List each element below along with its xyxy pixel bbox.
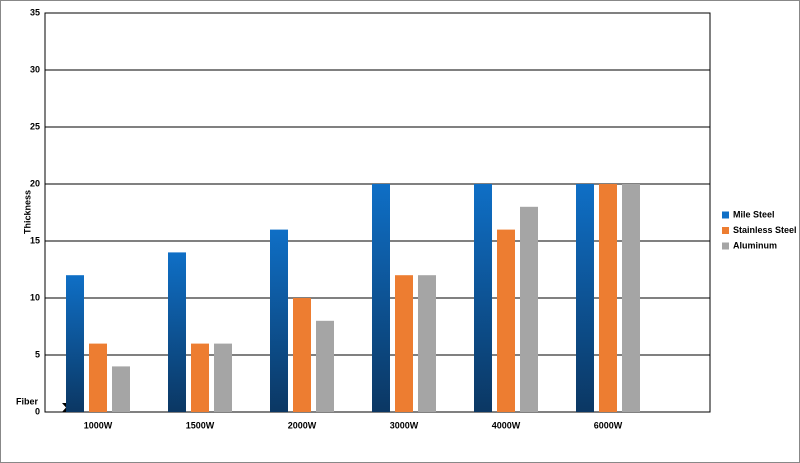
bar	[89, 343, 107, 412]
annotation: Fiber	[16, 396, 39, 406]
y-tick-label: 25	[30, 121, 40, 131]
legend-swatch	[722, 227, 729, 234]
bar	[474, 184, 492, 412]
y-tick-label: 5	[35, 349, 40, 359]
legend-label: Stainless Steel	[733, 225, 797, 235]
bar	[191, 343, 209, 412]
legend-swatch	[722, 211, 729, 219]
bar	[395, 275, 413, 412]
bar	[112, 366, 130, 412]
bar	[293, 298, 311, 412]
bar	[168, 252, 186, 412]
y-tick-label: 15	[30, 235, 40, 245]
y-tick-label: 35	[30, 7, 40, 17]
legend-label: Aluminum	[733, 240, 777, 250]
bar	[599, 184, 617, 412]
bar	[497, 229, 515, 412]
bar	[270, 229, 288, 412]
bar	[66, 275, 84, 412]
bar	[576, 184, 594, 412]
bar	[372, 184, 390, 412]
x-tick-label: 6000W	[594, 420, 623, 430]
x-tick-label: 3000W	[390, 420, 419, 430]
bar	[214, 343, 232, 412]
y-tick-label: 10	[30, 292, 40, 302]
bar	[418, 275, 436, 412]
y-axis-label: Thickness	[22, 190, 32, 234]
y-tick-label: 20	[30, 178, 40, 188]
x-tick-label: 1000W	[84, 420, 113, 430]
x-tick-label: 2000W	[288, 420, 317, 430]
x-tick-label: 1500W	[186, 420, 215, 430]
bar	[520, 206, 538, 412]
legend-swatch	[722, 242, 729, 250]
x-tick-label: 4000W	[492, 420, 521, 430]
y-tick-label: 30	[30, 64, 40, 74]
y-tick-label: 0	[35, 406, 40, 416]
bar	[316, 320, 334, 412]
legend-label: Mile Steel	[733, 209, 775, 219]
bar	[622, 184, 640, 412]
